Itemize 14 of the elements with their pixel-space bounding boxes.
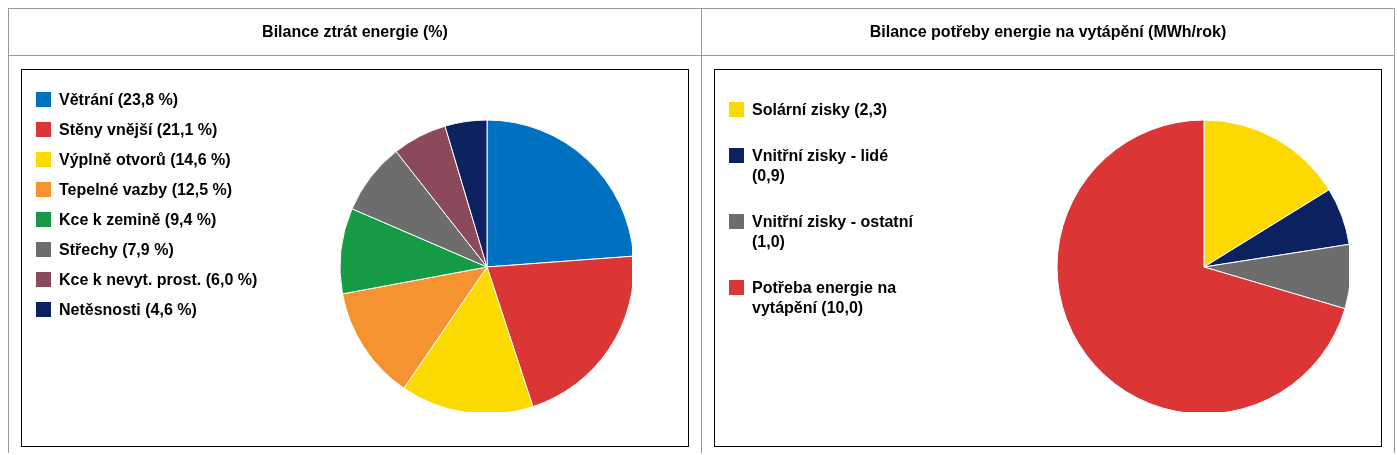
legend-label: Kce k zemině (9,4 %) [59, 210, 217, 230]
legend-label: Vnitřní zisky - ostatní (1,0) [752, 212, 914, 252]
legend-label: Střechy (7,9 %) [59, 240, 174, 260]
legend-label: Solární zisky (2,3) [752, 100, 888, 120]
legend-label: Netěsnosti (4,6 %) [59, 300, 197, 320]
legend-label: Tepelné vazby (12,5 %) [59, 180, 233, 200]
legend-label: Potřeba energie na vytápění (10,0) [752, 278, 898, 318]
chart-title: Bilance potřeby energie na vytápění (MWh/rok) [702, 9, 1394, 56]
legend-label: Výplně otvorů (14,6 %) [59, 150, 231, 170]
legend-label: Větrání (23,8 %) [59, 90, 179, 110]
legend-label: Kce k nevyt. prost. (6,0 %) [59, 270, 258, 290]
chart-title: Bilance ztrát energie (%) [9, 9, 701, 56]
legend-label: Stěny vnější (21,1 %) [59, 120, 218, 140]
legend-label: Vnitřní zisky - lidé (0,9) [752, 146, 890, 186]
